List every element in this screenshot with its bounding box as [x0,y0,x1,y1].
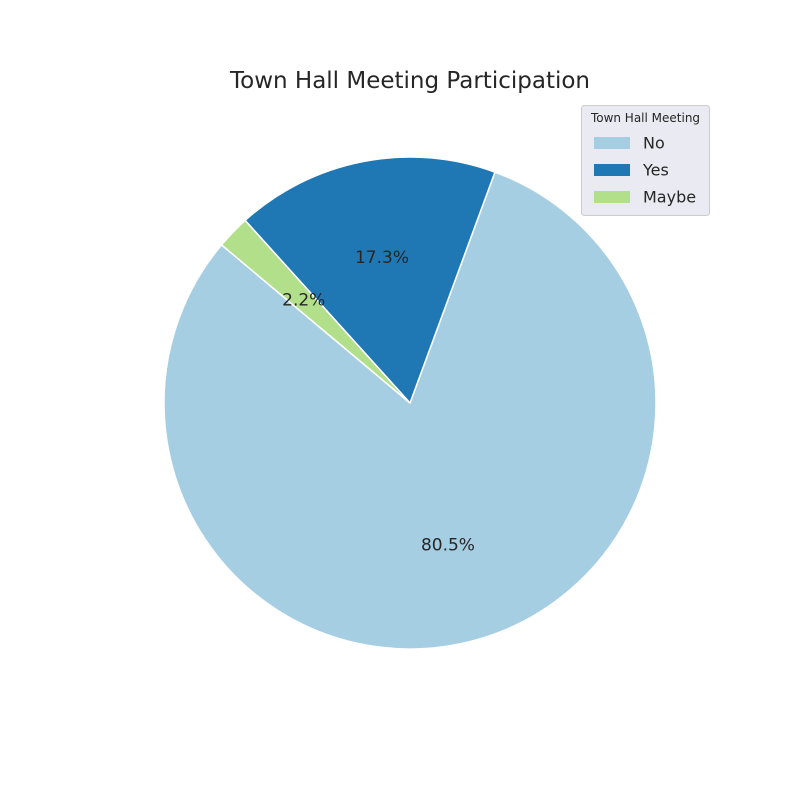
pie-label-no: 80.5% [421,536,475,556]
legend-swatch-maybe [594,191,630,203]
pie-label-maybe: 2.2% [282,291,325,311]
pie-slice-maybe [220,219,411,404]
legend: Town Hall Meeting No Yes Maybe [581,105,710,216]
pie-percent-labels: 80.5% 17.3% 2.2% [282,248,475,556]
chart-title: Town Hall Meeting Participation [229,68,590,94]
legend-swatch-no [594,137,630,149]
legend-entries: No Yes Maybe [594,134,696,207]
pie-slices [163,156,657,650]
legend-label-maybe: Maybe [643,188,696,207]
pie-label-yes: 17.3% [355,248,409,268]
pie-slice-no [163,171,657,650]
legend-title: Town Hall Meeting [590,111,700,125]
legend-label-no: No [643,134,665,153]
legend-label-yes: Yes [642,161,669,180]
pie-slice-yes [244,156,496,404]
legend-frame [581,105,710,216]
legend-swatch-yes [594,164,630,176]
